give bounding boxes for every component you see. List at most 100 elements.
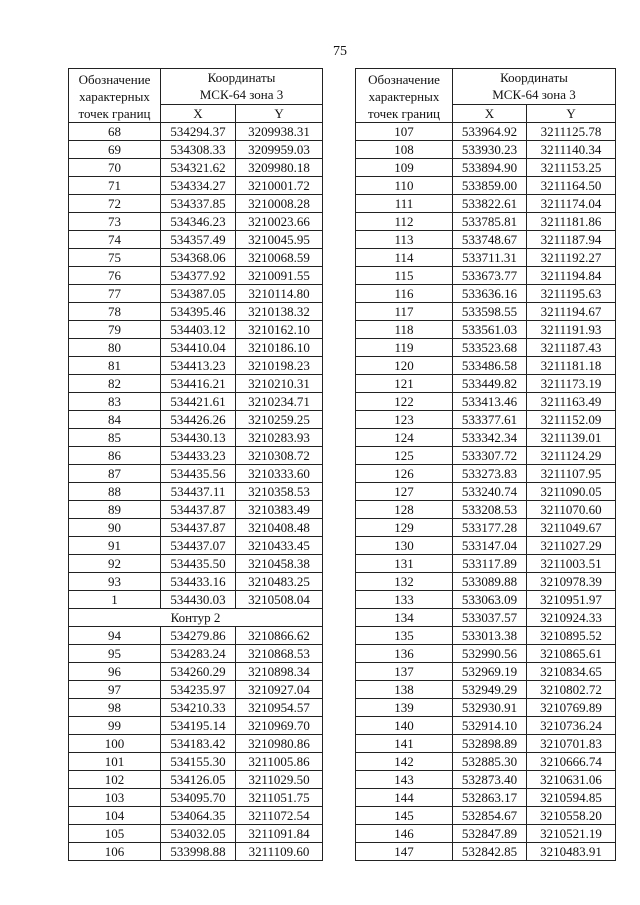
- table-row: 87 534435.56 3210333.60: [68, 464, 324, 483]
- header-line: характерных: [368, 89, 440, 104]
- y-coordinate: 3210458.38: [234, 554, 324, 573]
- point-id: 110: [355, 176, 453, 195]
- y-coordinate: 3210978.39: [525, 572, 617, 591]
- point-id: 104: [68, 806, 161, 825]
- point-id: 102: [68, 770, 161, 789]
- table-row: 121 533449.82 3211173.19: [355, 374, 617, 393]
- y-coordinate: 3210008.28: [234, 194, 324, 213]
- point-id: 91: [68, 536, 161, 555]
- x-coordinate: 533117.89: [452, 554, 527, 573]
- point-id: 84: [68, 410, 161, 429]
- x-coordinate: 532914.10: [452, 716, 527, 735]
- y-coordinate: 3211173.19: [525, 374, 617, 393]
- y-coordinate: 3210924.33: [525, 608, 617, 627]
- x-coordinate: 534183.42: [160, 734, 236, 753]
- x-coordinate: 533377.61: [452, 410, 527, 429]
- y-coordinate: 3210091.55: [234, 266, 324, 285]
- y-coordinate: 3211139.01: [525, 428, 617, 447]
- point-id: 138: [355, 680, 453, 699]
- x-coordinate: 533147.04: [452, 536, 527, 555]
- table-row: 119 533523.68 3211187.43: [355, 338, 617, 357]
- table-row: 108 533930.23 3211140.34: [355, 140, 617, 159]
- y-coordinate: 3211109.60: [234, 842, 324, 861]
- x-coordinate: 534195.14: [160, 716, 236, 735]
- x-coordinate: 534064.35: [160, 806, 236, 825]
- table-row: 70 534321.62 3209980.18: [68, 158, 324, 177]
- table-row: 122 533413.46 3211163.49: [355, 392, 617, 411]
- x-header: X: [160, 103, 236, 124]
- table-row: 131 533117.89 3211003.51: [355, 554, 617, 573]
- y-coordinate: 3209980.18: [234, 158, 324, 177]
- y-coordinate: 3210951.97: [525, 590, 617, 609]
- table-row: 127 533240.74 3211090.05: [355, 482, 617, 501]
- x-coordinate: 534410.04: [160, 338, 236, 357]
- point-id: 114: [355, 248, 453, 267]
- x-coordinate: 534413.23: [160, 356, 236, 375]
- point-id: 130: [355, 536, 453, 555]
- point-id: 120: [355, 356, 453, 375]
- y-coordinate: 3211005.86: [234, 752, 324, 771]
- x-coordinate: 534260.29: [160, 662, 236, 681]
- header-line: точек границ: [367, 106, 441, 121]
- point-id: 76: [68, 266, 161, 285]
- x-coordinate: 533449.82: [452, 374, 527, 393]
- table-row: 129 533177.28 3211049.67: [355, 518, 617, 537]
- coords-title-header: Координаты: [451, 68, 617, 87]
- x-coordinate: 533273.83: [452, 464, 527, 483]
- table-row: 97 534235.97 3210927.04: [68, 680, 324, 699]
- table-row: 94 534279.86 3210866.62: [68, 626, 324, 645]
- y-coordinate: 3210736.24: [525, 716, 617, 735]
- x-coordinate: 534430.13: [160, 428, 236, 447]
- y-coordinate: 3210508.04: [234, 590, 324, 609]
- x-coordinate: 533930.23: [452, 140, 527, 159]
- y-coordinate: 3210666.74: [525, 752, 617, 771]
- x-coordinate: 534435.50: [160, 554, 236, 573]
- table-row: 101 534155.30 3211005.86: [68, 752, 324, 771]
- table-row: 75 534368.06 3210068.59: [68, 248, 324, 267]
- point-id: 70: [68, 158, 161, 177]
- table-row: 86 534433.23 3210308.72: [68, 446, 324, 465]
- point-id: 93: [68, 572, 161, 591]
- point-id: 140: [355, 716, 453, 735]
- point-id: 89: [68, 500, 161, 519]
- header-line: характерных: [79, 89, 150, 104]
- y-coordinate: 3210631.06: [525, 770, 617, 789]
- table-row: 106 533998.88 3211109.60: [68, 842, 324, 861]
- point-id: 119: [355, 338, 453, 357]
- point-id: 73: [68, 212, 161, 231]
- x-coordinate: 533523.68: [452, 338, 527, 357]
- point-id: 127: [355, 482, 453, 501]
- point-id: 118: [355, 320, 453, 339]
- table-row: 109 533894.90 3211153.25: [355, 158, 617, 177]
- x-coordinate: 533063.09: [452, 590, 527, 609]
- x-coordinate: 534421.61: [160, 392, 236, 411]
- y-coordinate: 3210980.86: [234, 734, 324, 753]
- point-id: 126: [355, 464, 453, 483]
- point-id: 109: [355, 158, 453, 177]
- y-coordinate: 3210558.20: [525, 806, 617, 825]
- y-coordinate: 3211091.84: [234, 824, 324, 843]
- x-coordinate: 533711.31: [452, 248, 527, 267]
- x-coordinate: 534357.49: [160, 230, 236, 249]
- y-coordinate: 3210234.71: [234, 392, 324, 411]
- y-coordinate: 3210701.83: [525, 734, 617, 753]
- point-label-header: Обозначение характерных точек границ: [68, 68, 161, 123]
- point-id: 80: [68, 338, 161, 357]
- header-line: Обозначение: [368, 72, 440, 87]
- point-id: 142: [355, 752, 453, 771]
- point-id: 71: [68, 176, 161, 195]
- point-id: 1: [68, 590, 161, 609]
- y-coordinate: 3210333.60: [234, 464, 324, 483]
- point-id: 112: [355, 212, 453, 231]
- x-coordinate: 532854.67: [452, 806, 527, 825]
- header-line: точек границ: [78, 106, 151, 121]
- table-row: 116 533636.16 3211195.63: [355, 284, 617, 303]
- table-row: 100 534183.42 3210980.86: [68, 734, 324, 753]
- x-coordinate: 533089.88: [452, 572, 527, 591]
- point-id: 115: [355, 266, 453, 285]
- point-id: 108: [355, 140, 453, 159]
- table-row: 137 532969.19 3210834.65: [355, 662, 617, 681]
- x-coordinate: 533894.90: [452, 158, 527, 177]
- point-id: 107: [355, 122, 453, 141]
- point-id: 105: [68, 824, 161, 843]
